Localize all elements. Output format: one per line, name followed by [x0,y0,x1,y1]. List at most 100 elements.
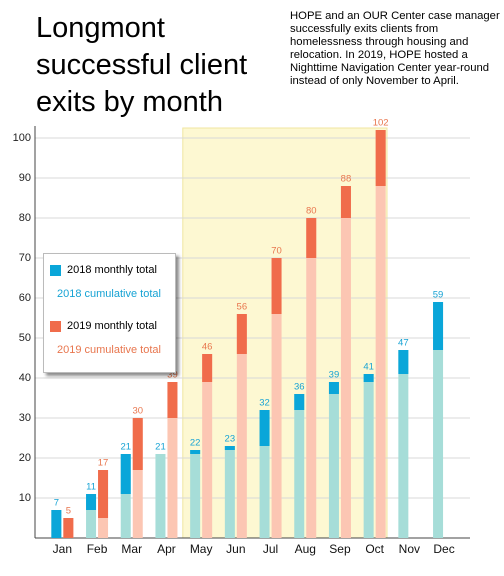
bar-cumulative [271,258,282,538]
y-tick-label: 30 [19,412,31,424]
value-label: 36 [294,382,305,393]
bar-monthly [375,130,386,186]
value-label: 32 [259,398,270,409]
bar-cumulative [398,350,409,538]
value-label: 17 [98,458,109,469]
bar-cumulative [120,454,131,538]
bar-monthly [63,518,74,538]
x-tick-label: Oct [365,542,384,556]
bar-cumulative [328,382,339,538]
x-tick-label: Nov [399,542,420,556]
bar-monthly [306,218,317,258]
bar-monthly [271,258,282,314]
bar-monthly [224,446,235,450]
x-tick-label: May [190,542,213,556]
bar-cumulative [294,394,305,538]
y-tick-label: 70 [19,252,31,264]
bar-cumulative [433,302,444,538]
legend-swatch [50,320,61,332]
legend-label: 2018 monthly total [67,264,157,276]
bar-cumulative [155,454,166,538]
y-tick-label: 90 [19,172,31,184]
legend-swatch [50,264,61,276]
value-label: 39 [329,370,340,381]
bar-cumulative [190,450,201,538]
bar-cumulative [236,314,247,538]
x-tick-label: Jun [226,542,245,556]
value-label: 70 [271,246,282,257]
y-tick-label: 60 [19,292,31,304]
bar-cumulative [167,382,178,538]
bar-monthly [236,314,247,354]
legend-item: 2019 cumulative total [57,344,161,356]
bar-cumulative [306,218,317,538]
x-tick-label: Jan [53,542,72,556]
value-label: 30 [132,406,143,417]
value-label: 23 [225,434,236,445]
y-tick-label: 10 [19,492,31,504]
value-label: 59 [433,290,444,301]
bar-monthly [340,186,351,218]
legend-item: 2019 monthly total [50,320,157,332]
bar-monthly [294,394,305,410]
value-label: 80 [306,206,317,217]
bar-monthly [167,382,178,418]
bar-cumulative [375,130,386,538]
x-tick-label: Mar [121,542,142,556]
x-tick-label: Dec [433,542,454,556]
bar-monthly [433,302,444,350]
y-tick-label: 20 [19,452,31,464]
bar-cumulative [202,354,213,538]
chart-title: Longmont successful client exits by mont… [36,12,248,118]
bar-monthly [86,494,97,510]
x-tick-label: Apr [157,542,176,556]
legend-label: 2019 monthly total [67,320,157,332]
legend: 2018 monthly total 2018 cumulative total… [43,253,176,373]
x-tick-label: Aug [295,542,316,556]
value-label: 22 [190,438,201,449]
x-tick-label: Feb [87,542,108,556]
y-tick-label: 40 [19,372,31,384]
bar-monthly [190,450,201,454]
y-tick-label: 100 [13,132,31,144]
annotation: HOPE and an OUR Center case manager succ… [290,10,500,87]
highlight-region [182,127,388,539]
value-label: 7 [54,498,59,509]
value-label: 21 [120,442,131,453]
bar-cumulative [86,494,97,538]
value-label: 102 [373,118,389,129]
value-label: 21 [155,442,166,453]
bar-monthly [363,374,374,382]
x-tick-label: Jul [263,542,278,556]
legend-item: 2018 cumulative total [57,288,161,300]
legend-label: 2019 cumulative total [57,344,161,356]
y-tick-label: 80 [19,212,31,224]
value-label: 56 [237,302,248,313]
value-label: 88 [341,174,352,185]
bar-cumulative [259,410,270,538]
x-tick-label: Sep [329,542,351,556]
value-label: 46 [202,342,213,353]
bar-monthly [398,350,409,374]
value-label: 5 [66,506,71,517]
y-tick-label: 50 [19,332,31,344]
bar-monthly [328,382,339,394]
bar-monthly [51,510,62,538]
value-label: 11 [86,482,96,493]
bar-monthly [259,410,270,446]
bar-cumulative [363,374,374,538]
bar-cumulative [132,418,143,538]
legend-item: 2018 monthly total [50,264,157,276]
bar-cumulative [340,186,351,538]
legend-label: 2018 cumulative total [57,288,161,300]
bar-monthly [202,354,213,382]
bar-cumulative [224,446,235,538]
bar-monthly [120,454,131,494]
bar-monthly [98,470,109,518]
value-label: 41 [363,362,374,373]
value-label: 39 [167,370,178,381]
bar-monthly [132,418,143,470]
value-label: 47 [398,338,409,349]
